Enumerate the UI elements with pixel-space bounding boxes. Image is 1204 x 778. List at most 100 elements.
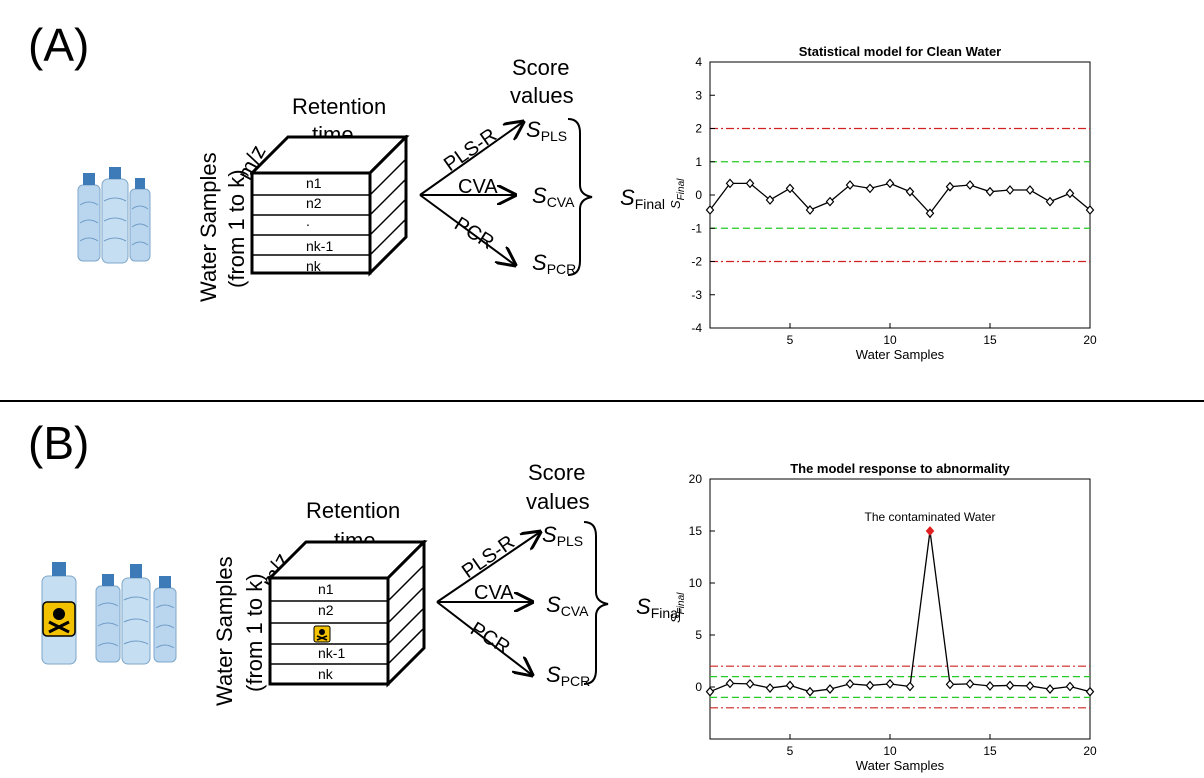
y-tick-label: 10 <box>689 576 703 590</box>
y-tick-label: 5 <box>695 628 702 642</box>
panel-label: (B) <box>28 417 90 469</box>
water-bottle-icon <box>129 178 151 262</box>
score-values-line2: values <box>510 83 574 108</box>
data-point <box>985 186 995 197</box>
data-point <box>1045 684 1055 694</box>
skull-crossbones-icon <box>313 625 331 643</box>
y-tick-label: 1 <box>695 155 702 169</box>
data-point <box>765 683 775 693</box>
data-point <box>985 681 995 691</box>
highlight-point <box>925 526 935 536</box>
method-cva: CVA <box>474 582 514 604</box>
water-bottle-icon <box>101 167 129 264</box>
score-s-final: SFinal <box>636 594 682 621</box>
data-point <box>705 205 715 215</box>
x-tick-label: 10 <box>883 744 897 758</box>
data-point <box>1045 196 1055 207</box>
data-cube <box>250 135 410 277</box>
data-point <box>965 180 975 190</box>
contaminated-bottle-icon <box>41 562 77 665</box>
y-tick-label: -4 <box>691 321 702 335</box>
bottles-illustration <box>41 562 177 665</box>
score-s-cva: SCVA <box>532 183 575 210</box>
water-bottle-icon <box>95 574 121 663</box>
water-bottle-icon <box>77 173 101 262</box>
cube-row-n2: n2 <box>306 195 322 211</box>
annotation-label: The contaminated Water <box>865 510 996 524</box>
data-point <box>1065 188 1075 199</box>
score-s-final: SFinal <box>620 185 666 212</box>
score-s-pls: SPLS <box>526 117 568 144</box>
y-tick-label: -3 <box>691 288 702 302</box>
score-s-pcr: SPCR <box>532 250 577 277</box>
y-tick-label: 3 <box>695 88 702 102</box>
cube-row-dot: . <box>306 213 310 229</box>
data-point <box>865 183 875 194</box>
score-values-line1: Score <box>512 55 570 80</box>
abnormality-chart: The model response to abnormality 0 5 10 15 2… <box>670 461 1097 773</box>
data-point <box>1005 185 1015 195</box>
score-brace <box>583 521 609 685</box>
y-tick-label: 0 <box>695 188 702 202</box>
data-point <box>745 678 755 689</box>
data-point <box>725 178 735 189</box>
x-tick-label: 5 <box>787 744 794 758</box>
y-tick-label: 15 <box>689 524 703 538</box>
data-point <box>765 195 775 205</box>
score-values-line2: values <box>526 489 590 514</box>
data-point <box>865 680 875 691</box>
score-s-pcr: SPCR <box>546 662 591 689</box>
retention-label-line1: Retention <box>292 94 387 119</box>
y-tick-label: 2 <box>695 122 702 136</box>
x-axis-label: Water Samples <box>856 347 945 362</box>
y-tick-label: 20 <box>689 472 703 486</box>
data-point <box>885 178 895 189</box>
data-point <box>1005 680 1015 691</box>
data-point <box>945 679 955 690</box>
bottles-illustration <box>77 167 151 264</box>
x-tick-label: 15 <box>983 744 997 758</box>
data-point <box>745 178 755 189</box>
water-bottle-icon <box>121 564 151 665</box>
panel-divider <box>0 400 1204 402</box>
data-point <box>785 680 795 691</box>
data-point <box>845 678 855 689</box>
cube-row-n1: n1 <box>306 175 322 191</box>
score-values-line1: Score <box>528 460 586 485</box>
chart-title: The model response to abnormality <box>790 461 1010 476</box>
data-point <box>1065 681 1075 692</box>
x-tick-label: 20 <box>1083 333 1097 347</box>
plot-frame <box>709 478 1091 740</box>
data-point <box>965 678 975 689</box>
score-s-pls: SPLS <box>542 522 584 549</box>
method-cva: CVA <box>458 176 498 198</box>
data-point <box>785 183 795 194</box>
data-point <box>805 205 815 215</box>
data-point <box>885 678 895 689</box>
samples-label-line1: Water Samples <box>212 556 237 706</box>
score-brace <box>567 118 593 276</box>
data-point <box>1085 205 1095 215</box>
water-bottle-icon <box>153 576 177 663</box>
data-point <box>825 684 835 694</box>
samples-label-line2: (from 1 to k) <box>242 573 267 692</box>
method-arrows <box>436 520 552 690</box>
retention-label-line1: Retention <box>306 498 401 523</box>
data-point <box>905 681 915 692</box>
series-line <box>709 182 1091 215</box>
chart-title: Statistical model for Clean Water <box>799 44 1002 59</box>
data-point <box>845 180 855 190</box>
y-tick-label: -1 <box>691 221 702 235</box>
clean-water-chart: Statistical model for Clean Water -4 -3 -2 -… <box>670 44 1097 362</box>
x-tick-label: 20 <box>1083 744 1097 758</box>
plot-frame <box>709 61 1091 329</box>
data-cube <box>268 540 428 688</box>
cube-row-n1: n1 <box>318 581 334 597</box>
data-point <box>805 686 815 697</box>
data-point <box>1025 185 1035 195</box>
score-s-cva: SCVA <box>546 592 589 619</box>
cube-row-nk-1: nk-1 <box>318 645 346 661</box>
y-tick-label: -2 <box>691 255 702 269</box>
panel-label: (A) <box>28 19 90 71</box>
cube-row-n2: n2 <box>318 602 334 618</box>
